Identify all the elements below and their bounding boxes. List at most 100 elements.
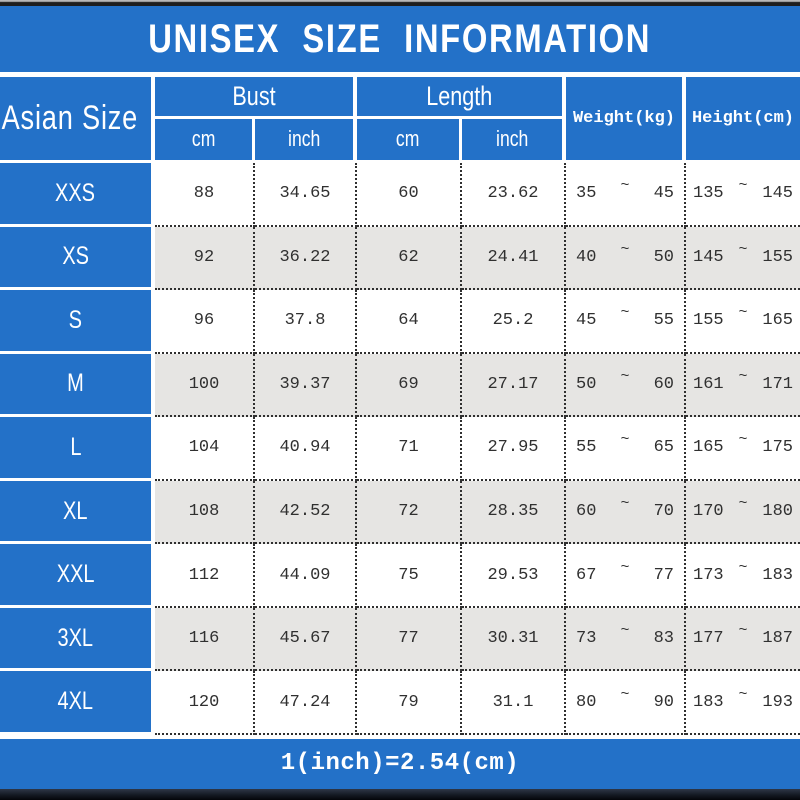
bust-inch-cell: 34.65 [255, 163, 357, 227]
tilde-separator: ~ [738, 622, 748, 640]
length-inch-cell: 27.17 [462, 353, 566, 418]
weight-max: 50 [653, 247, 674, 267]
table-row: XXS 88 34.65 60 23.62 35 ~45 135 ~145 [0, 163, 800, 227]
bust-cm-cell: 100 [155, 353, 255, 418]
table-row: 3XL 116 45.67 77 30.31 73 ~83 177 ~187 [0, 607, 800, 672]
bust-inch-cell: 39.37 [255, 353, 357, 418]
tilde-separator: ~ [620, 431, 630, 449]
header-cell-length-inch: inch [462, 118, 566, 160]
height-range-cell: 145 ~155 [686, 226, 800, 291]
length-cm-cell: 60 [357, 163, 462, 227]
length-label: Length [426, 80, 493, 111]
size-table-body: XXS 88 34.65 60 23.62 35 ~45 135 ~145 XS 9… [0, 163, 800, 735]
length-inch-cell: 27.95 [462, 417, 566, 481]
size-label-cell: XS [0, 226, 155, 291]
tilde-separator: ~ [620, 367, 630, 385]
table-row: XL 108 42.52 72 28.35 60 ~70 170 ~180 [0, 480, 800, 545]
size-label-cell: 4XL [0, 671, 155, 735]
size-label-cell: XL [0, 480, 155, 545]
header-cell-bust-cm: cm [155, 118, 255, 160]
weight-range-cell: 55 ~65 [566, 417, 686, 481]
weight-range-cell: 73 ~83 [566, 607, 686, 672]
asian-size-label: Asian Size [1, 99, 139, 137]
top-border-bar [0, 0, 800, 6]
size-label: XXS [55, 178, 96, 207]
tilde-separator: ~ [620, 558, 630, 576]
bust-cm-cell: 120 [155, 671, 255, 735]
bust-cm-cell: 104 [155, 417, 255, 481]
table-row: L 104 40.94 71 27.95 55 ~65 165 ~175 [0, 417, 800, 481]
size-label-cell: XXL [0, 544, 155, 608]
height-max: 165 [762, 311, 793, 331]
title-band: UNISEX SIZE INFORMATION [0, 6, 800, 72]
size-label: XS [62, 242, 89, 271]
length-inch-cell: 23.62 [462, 163, 566, 227]
height-range-cell: 183 ~193 [686, 671, 800, 735]
bottom-border-bar [0, 788, 800, 800]
weight-range-cell: 80 ~90 [566, 671, 686, 735]
length-inch-cell: 28.35 [462, 480, 566, 545]
bust-cm-cell: 92 [155, 226, 255, 291]
tilde-separator: ~ [620, 685, 630, 703]
tilde-separator: ~ [738, 685, 748, 703]
header-cell-bust: Bust [155, 77, 357, 119]
weight-min: 45 [576, 311, 597, 331]
length-cm-cell: 62 [357, 226, 462, 291]
cm-label: cm [396, 126, 420, 152]
weight-min: 80 [576, 692, 597, 712]
weight-max: 45 [653, 184, 674, 204]
weight-max: 65 [653, 438, 674, 458]
size-label: S [68, 305, 83, 334]
weight-range-cell: 67 ~77 [566, 544, 686, 608]
length-cm-cell: 75 [357, 544, 462, 608]
length-inch-cell: 25.2 [462, 290, 566, 354]
height-max: 187 [762, 629, 793, 649]
weight-min: 60 [576, 502, 597, 521]
header-cell-asian-size: Asian Size [0, 77, 155, 160]
weight-min: 35 [576, 184, 597, 204]
weight-min: 55 [576, 438, 597, 458]
table-row: 4XL 120 47.24 79 31.1 80 ~90 183 ~193 [0, 671, 800, 735]
height-range-cell: 155 ~165 [686, 290, 800, 354]
size-label: 3XL [57, 623, 94, 652]
height-range-cell: 165 ~175 [686, 417, 800, 481]
weight-max: 70 [653, 502, 674, 521]
weight-label: Weight(kg) [572, 109, 676, 128]
bust-inch-cell: 42.52 [255, 480, 357, 545]
weight-max: 83 [653, 629, 674, 649]
height-max: 171 [762, 374, 793, 394]
height-range-cell: 177 ~187 [686, 607, 800, 672]
table-row: XXL 112 44.09 75 29.53 67 ~77 173 ~183 [0, 544, 800, 608]
length-cm-cell: 71 [357, 417, 462, 481]
size-label-cell: 3XL [0, 607, 155, 672]
weight-range-cell: 40 ~50 [566, 226, 686, 291]
table-row: XS 92 36.22 62 24.41 40 ~50 145 ~155 [0, 226, 800, 291]
tilde-separator: ~ [620, 622, 630, 640]
size-label: M [67, 369, 84, 398]
bust-inch-cell: 36.22 [255, 226, 357, 291]
weight-min: 67 [576, 565, 597, 585]
size-label-cell: L [0, 417, 155, 481]
length-inch-cell: 30.31 [462, 607, 566, 672]
bust-cm-cell: 116 [155, 607, 255, 672]
size-label: XL [63, 496, 88, 525]
height-min: 177 [693, 629, 724, 649]
inch-label: inch [287, 126, 321, 152]
length-inch-cell: 24.41 [462, 226, 566, 291]
cm-label: cm [191, 126, 216, 152]
weight-range-cell: 60 ~70 [566, 480, 686, 545]
weight-range-cell: 35 ~45 [566, 163, 686, 227]
inch-label: inch [495, 126, 529, 152]
tilde-separator: ~ [738, 431, 748, 449]
bust-label: Bust [232, 80, 276, 111]
header-cell-length-cm: cm [357, 118, 462, 160]
length-inch-cell: 31.1 [462, 671, 566, 735]
conversion-note: 1(inch)=2.54(cm) [280, 750, 520, 778]
height-min: 161 [693, 374, 724, 394]
height-min: 173 [693, 565, 724, 585]
height-range-cell: 161 ~171 [686, 353, 800, 418]
bust-cm-cell: 96 [155, 290, 255, 354]
height-min: 155 [693, 311, 724, 331]
bust-inch-cell: 45.67 [255, 607, 357, 672]
header-cell-bust-inch: inch [255, 118, 357, 160]
